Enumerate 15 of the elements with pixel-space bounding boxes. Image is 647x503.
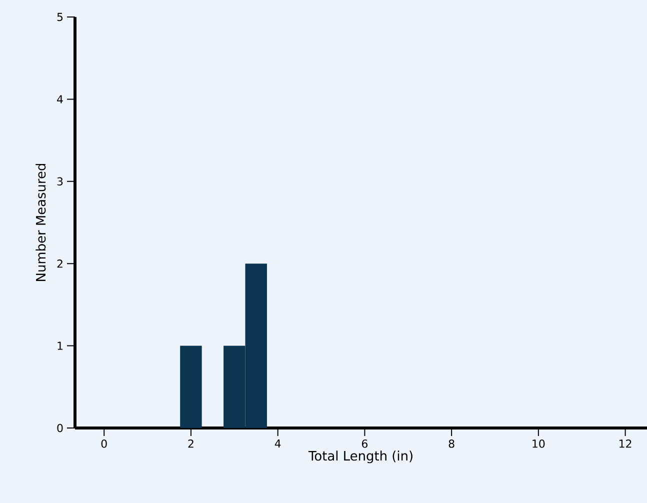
y-axis-title: Number Measured <box>36 164 46 281</box>
x-tick-label: 10 <box>532 440 545 448</box>
x-tick-label: 8 <box>448 440 454 448</box>
x-tick-label: 2 <box>188 440 194 448</box>
y-tick-label: 1 <box>58 342 62 350</box>
x-tick-label: 4 <box>274 440 281 448</box>
y-tick-label: 5 <box>57 12 63 22</box>
x-axis-title: Total Length (in) <box>308 450 412 464</box>
y-tick-label: 0 <box>57 424 63 432</box>
y-tick-label: 4 <box>57 95 63 104</box>
y-tick-label: 3 <box>57 177 63 186</box>
x-tick-label: 6 <box>362 440 368 448</box>
y-tick-label: 2 <box>57 260 62 268</box>
x-tick-label: 12 <box>620 440 632 448</box>
x-tick-label: 0 <box>101 440 107 448</box>
